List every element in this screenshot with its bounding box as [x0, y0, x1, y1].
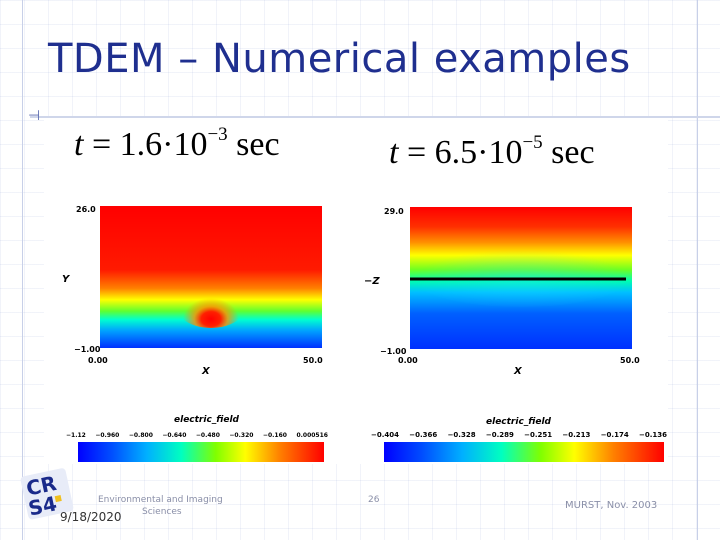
y-axis-max-left: 26.0 — [76, 205, 96, 214]
colorbar-tick: −0.136 — [638, 431, 667, 439]
crs4-logo: CR S4 — [20, 468, 74, 520]
colorbar-right — [384, 442, 664, 462]
logo-accent — [54, 495, 62, 503]
x-axis-max-right: 50.0 — [620, 356, 640, 365]
time-label-right: t = 6.5·10−5 sec — [389, 132, 595, 171]
colorbar-tick: 0.000516 — [296, 432, 328, 439]
slide-right-border — [697, 0, 698, 540]
heatmap-left-anomaly — [171, 268, 251, 328]
colorbar-tick: −0.251 — [524, 431, 553, 439]
logo-backdrop — [20, 468, 74, 520]
x-axis-max-left: 50.0 — [303, 356, 323, 365]
colorbar-tick: −0.640 — [162, 432, 187, 439]
footer-page-number: 26 — [368, 495, 380, 505]
colorbar-tick: −0.404 — [371, 431, 400, 439]
x-axis-label-right: X — [514, 366, 522, 377]
colorbar-tick: −1.12 — [66, 432, 86, 439]
heatmap-right-shading — [411, 247, 631, 307]
figure-area: t = 1.6·10−3 sec 26.0 −1.00 0.00 50.0 Y … — [44, 118, 668, 464]
colorbar-tick: −0.174 — [600, 431, 629, 439]
y-axis-label-left: Y — [62, 274, 70, 285]
y-axis-min-right: −1.00 — [380, 347, 407, 356]
footer-center-line2: Sciences — [142, 507, 182, 517]
footer-center-line1: Environmental and Imaging — [98, 495, 223, 505]
y-axis-max-right: 29.0 — [384, 207, 404, 216]
heatmap-right — [410, 207, 632, 349]
x-axis-min-left: 0.00 — [88, 356, 108, 365]
heatmap-left — [100, 206, 322, 348]
colorbar-title-right: electric_field — [486, 417, 552, 427]
title-divider — [30, 116, 720, 118]
colorbar-title-left: electric_field — [174, 415, 240, 425]
time-label-left: t = 1.6·10−3 sec — [74, 124, 280, 163]
y-axis-min-left: −1.00 — [74, 345, 101, 354]
y-axis-label-right: −Z — [364, 276, 380, 287]
colorbar-ticks-right: −0.404 −0.366 −0.328 −0.289 −0.251 −0.21… — [371, 431, 667, 439]
colorbar-tick: −0.480 — [195, 432, 220, 439]
footer-date: 9/18/2020 — [60, 510, 122, 524]
colorbar-ticks-left: −1.12 −0.960 −0.800 −0.640 −0.480 −0.320… — [66, 432, 328, 439]
colorbar-tick: −0.320 — [229, 432, 254, 439]
colorbar-tick: −0.366 — [409, 431, 438, 439]
colorbar-tick: −0.289 — [485, 431, 514, 439]
slide-title: TDEM – Numerical examples — [48, 36, 631, 82]
footer-right-text: MURST, Nov. 2003 — [565, 500, 658, 511]
colorbar-left — [78, 442, 324, 462]
slide-left-border — [22, 0, 23, 540]
colorbar-tick: −0.328 — [447, 431, 476, 439]
x-axis-label-left: X — [202, 366, 210, 377]
slide-bullet-icon: ⊣ — [28, 108, 41, 124]
colorbar-tick: −0.800 — [128, 432, 153, 439]
logo-text-bottom: S4 — [26, 491, 59, 520]
colorbar-tick: −0.160 — [262, 432, 287, 439]
colorbar-tick: −0.960 — [95, 432, 120, 439]
x-axis-min-right: 0.00 — [398, 356, 418, 365]
colorbar-tick: −0.213 — [562, 431, 591, 439]
